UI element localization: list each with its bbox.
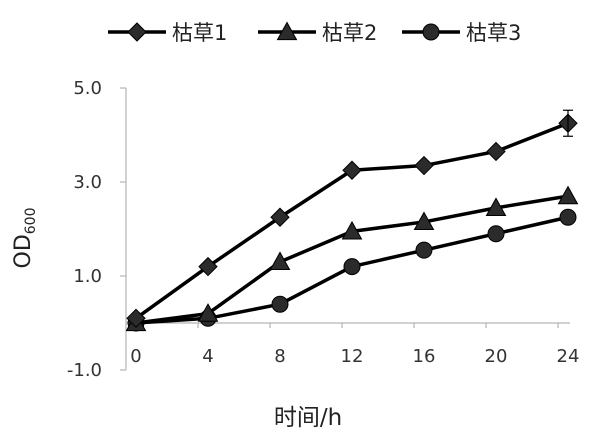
legend-label: 枯草1 (172, 21, 227, 45)
x-axis-label: 时间/h (274, 405, 342, 431)
series-2-point (485, 197, 507, 216)
x-tick-label: 4 (202, 346, 213, 367)
series-1 (126, 113, 578, 329)
series-3-point (559, 208, 577, 226)
legend-marker (276, 21, 298, 41)
series-2-point (197, 303, 219, 322)
y-axis-label-main: OD (11, 234, 36, 268)
x-tick-label: 0 (130, 346, 141, 367)
x-tick-label: 8 (274, 346, 285, 367)
x-axis: 0 4 8 12 16 20 24 (126, 322, 580, 367)
x-tick-label: 16 (413, 346, 436, 367)
legend-item-3: 枯草3 (402, 21, 521, 45)
series-3-point (487, 225, 505, 243)
legend-marker (127, 22, 147, 42)
y-axis: -1.0 1.0 3.0 5.0 (67, 78, 127, 381)
series-2-point (341, 220, 363, 240)
y-tick-label: 3.0 (73, 172, 102, 193)
series-1-point (198, 256, 218, 277)
series-1-point (270, 207, 290, 227)
y-tick-label: 1.0 (73, 266, 102, 287)
series-3-point (343, 258, 361, 276)
x-tick-label: 24 (557, 346, 580, 367)
series-3-point (271, 295, 289, 313)
legend-item-1: 枯草1 (108, 21, 227, 45)
series-1-point (126, 308, 146, 329)
y-axis-label: OD600 (11, 208, 39, 269)
series-2-point (557, 185, 579, 205)
x-tick-label: 20 (485, 346, 508, 367)
y-tick-label: -1.0 (67, 360, 102, 381)
legend: 枯草1 枯草2 枯草3 (108, 21, 521, 45)
series-2 (125, 185, 579, 332)
legend-label: 枯草2 (322, 21, 377, 45)
x-tick-label: 12 (341, 346, 364, 367)
legend-label: 枯草3 (466, 21, 521, 45)
legend-marker (422, 23, 440, 41)
y-tick-label: 5.0 (73, 78, 102, 99)
series-1-point (414, 155, 434, 176)
legend-item-2: 枯草2 (258, 21, 377, 45)
series-3-point (415, 241, 433, 259)
plot-area (125, 109, 579, 332)
series-1-point (342, 160, 362, 180)
series-2-point (413, 211, 435, 231)
series-2-point (269, 251, 291, 270)
series-1-point (486, 141, 506, 162)
y-axis-label-sub: 600 (23, 208, 39, 235)
